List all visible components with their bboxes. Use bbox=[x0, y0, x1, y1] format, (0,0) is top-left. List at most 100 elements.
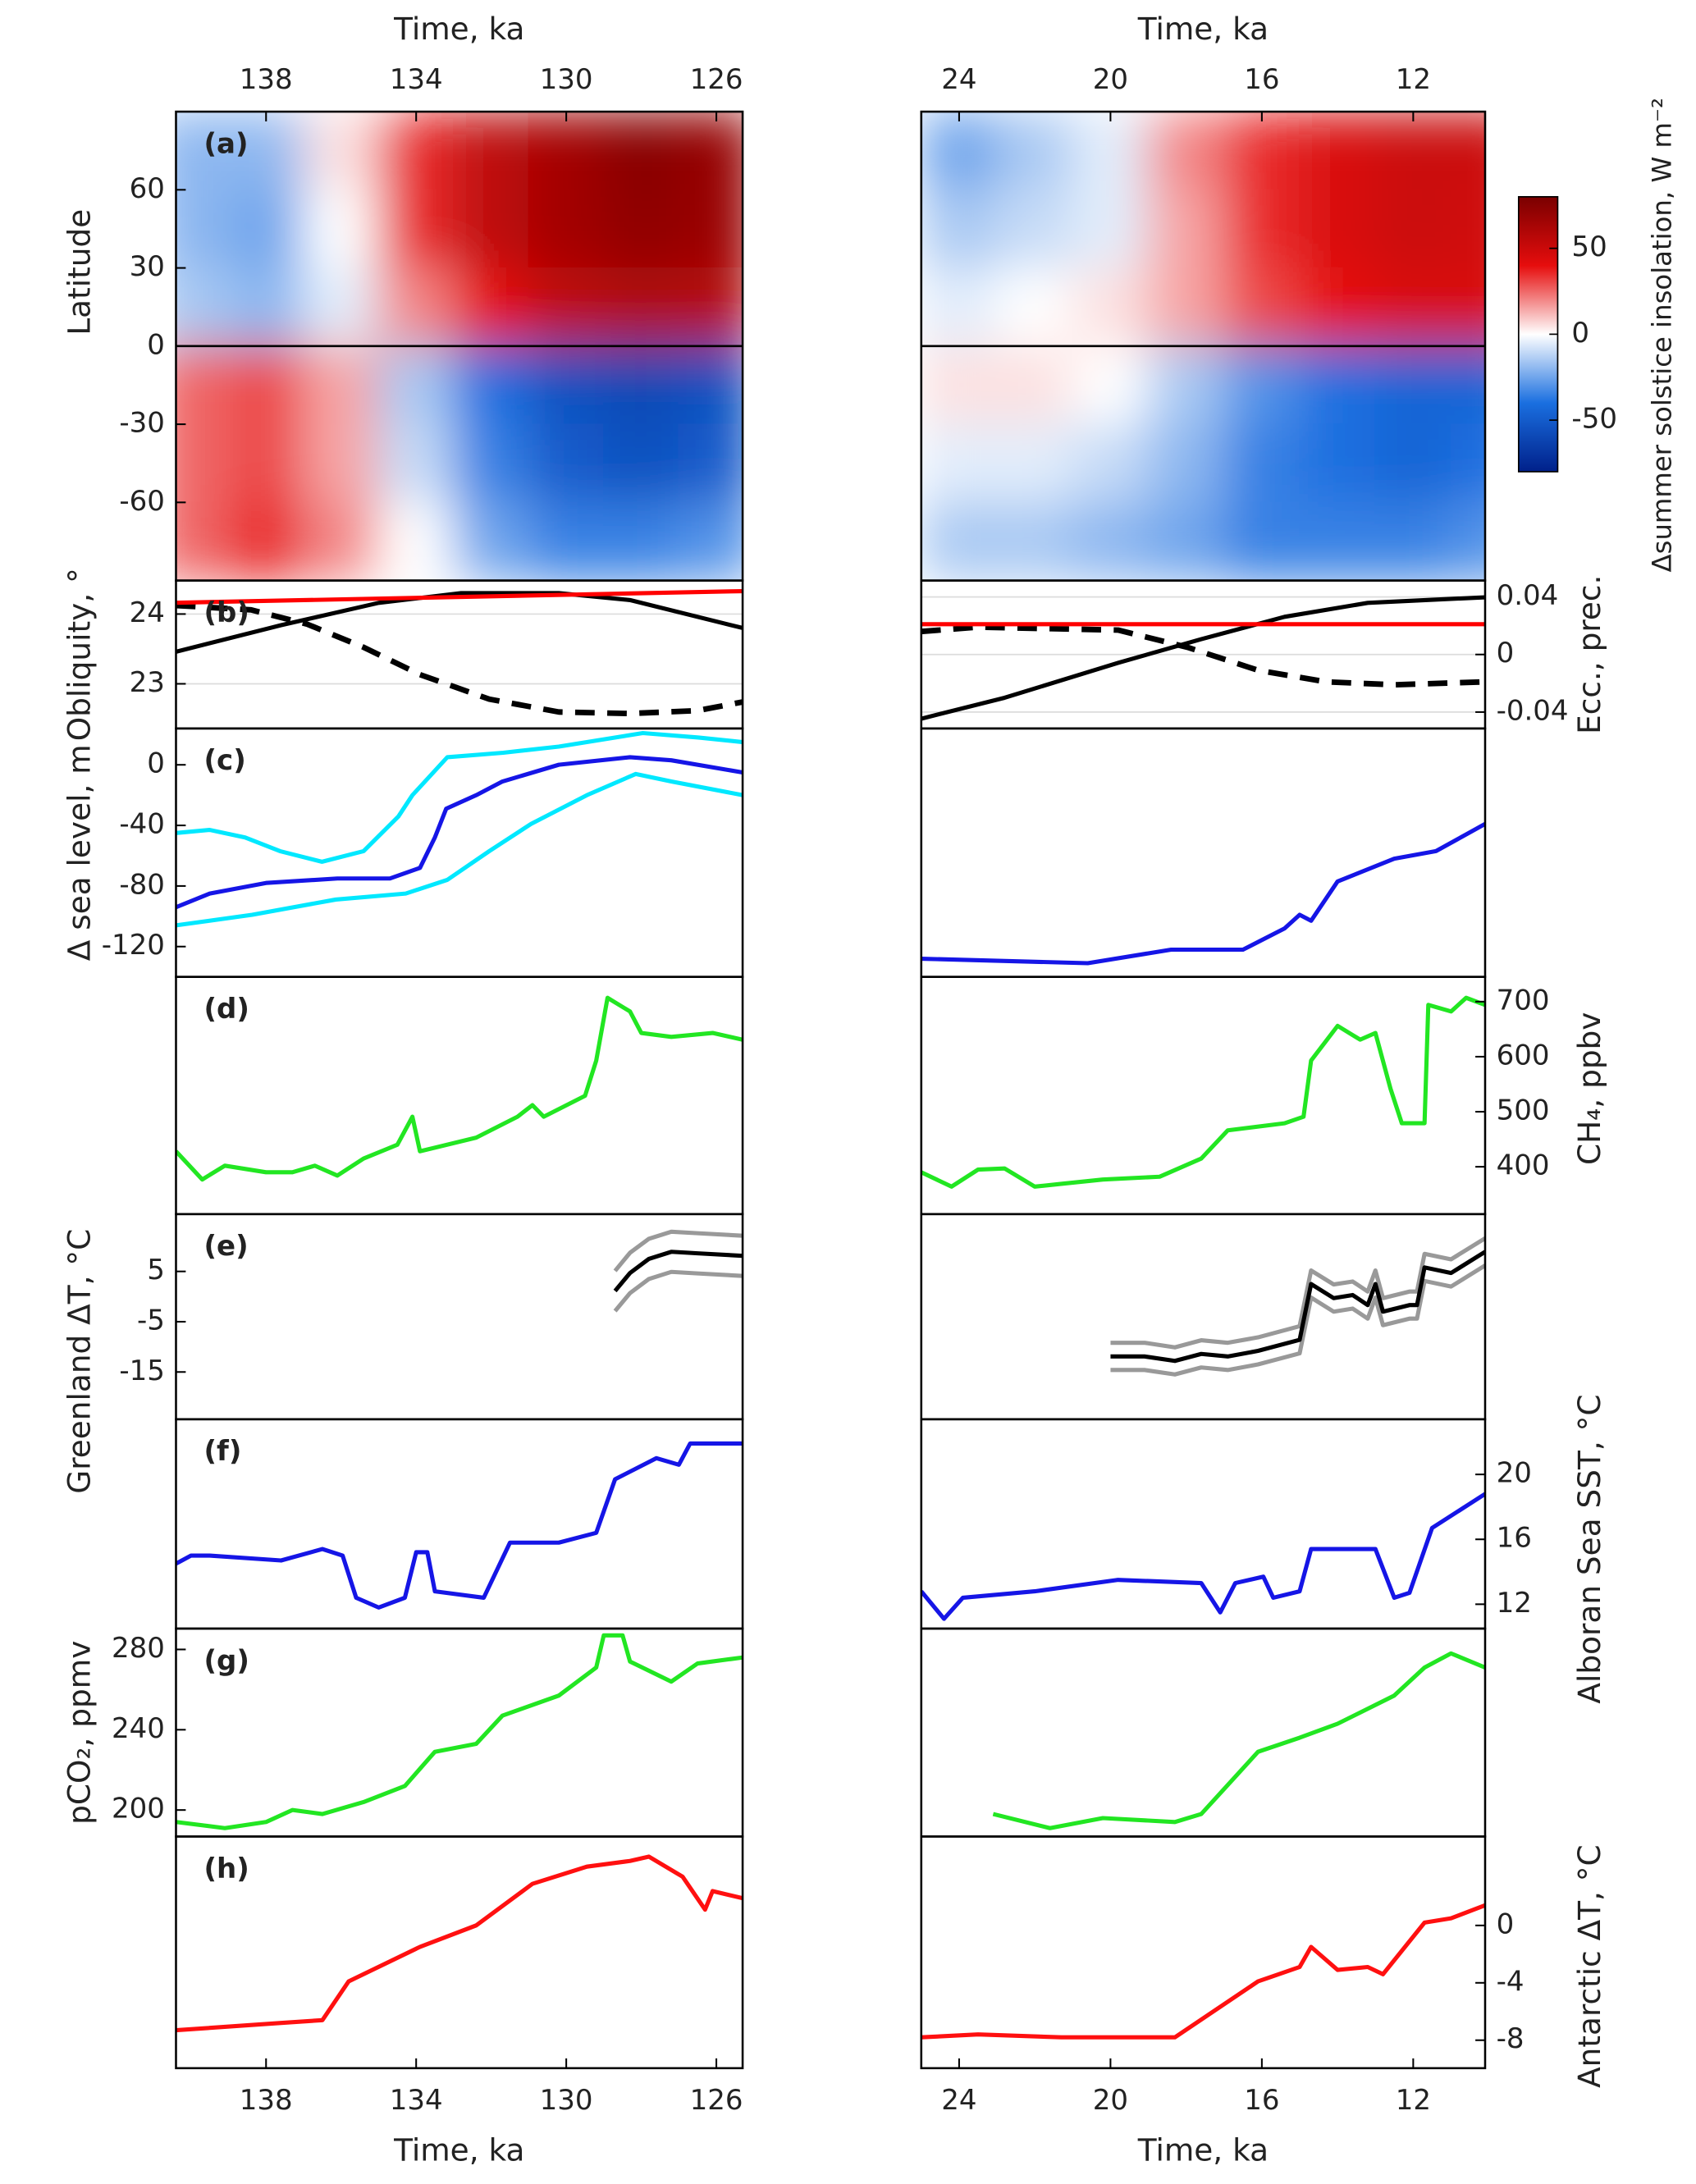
x-tick-label: 134 bbox=[390, 2084, 443, 2117]
heat-cell bbox=[176, 423, 230, 504]
lines bbox=[176, 1854, 743, 2033]
lines bbox=[921, 1492, 1485, 1621]
series-line bbox=[921, 1492, 1485, 1621]
heat-cell bbox=[1299, 267, 1377, 347]
x-tick-label: 130 bbox=[540, 63, 593, 96]
lines bbox=[176, 995, 743, 1182]
heat-cell bbox=[921, 345, 998, 425]
panel-frame bbox=[920, 1213, 1487, 1421]
heat-cell bbox=[1223, 501, 1301, 581]
heatmap bbox=[176, 112, 743, 581]
heat-cell bbox=[1223, 267, 1301, 347]
x-tick-label: 126 bbox=[690, 63, 743, 96]
heat-cell bbox=[453, 267, 530, 347]
heat-cell bbox=[678, 345, 743, 425]
heat-cell bbox=[1299, 112, 1377, 191]
y-axis-label: Antarctic ΔT, °C bbox=[1571, 1844, 1607, 2088]
heat-cell bbox=[176, 501, 230, 581]
panel-frame bbox=[175, 1835, 744, 2070]
y-tick-label: 5 bbox=[147, 1254, 165, 1286]
heat-cell bbox=[996, 501, 1074, 581]
panel-frame bbox=[920, 1835, 1487, 2070]
series-line bbox=[1110, 1236, 1485, 1350]
heat-cell bbox=[1147, 112, 1225, 191]
y-axis-label: Δ sea level, m bbox=[61, 744, 97, 961]
series-line bbox=[176, 1441, 743, 1610]
heat-cell bbox=[921, 501, 998, 581]
heat-cell bbox=[227, 112, 304, 191]
heat-cell bbox=[303, 501, 380, 581]
series-line bbox=[613, 1250, 743, 1293]
y-axis-label: Obliquity, ° bbox=[61, 568, 97, 741]
colorbar-tick-label: 0 bbox=[1571, 317, 1589, 350]
heat-cell bbox=[603, 189, 680, 269]
x-tick-label: 126 bbox=[690, 2084, 743, 2117]
y-tick-label: -120 bbox=[102, 929, 165, 962]
y-tick-label: 400 bbox=[1497, 1149, 1550, 1182]
lines bbox=[613, 1229, 743, 1313]
heat-cell bbox=[176, 345, 230, 425]
heatmap-cells bbox=[921, 112, 1485, 581]
series-line bbox=[921, 624, 1485, 688]
heat-cell bbox=[1223, 189, 1301, 269]
colorbar-tick-label: -50 bbox=[1571, 403, 1617, 436]
heat-cell bbox=[1299, 345, 1377, 425]
panel-label: (d) bbox=[204, 993, 249, 1026]
heat-cell bbox=[227, 501, 304, 581]
x-tick-label: 20 bbox=[1093, 63, 1128, 96]
panel-frame bbox=[175, 1418, 744, 1630]
y-tick-label: -15 bbox=[119, 1355, 165, 1387]
heat-cell bbox=[377, 189, 455, 269]
panel-label: (e) bbox=[204, 1230, 249, 1263]
heat-cell bbox=[1223, 112, 1301, 191]
y-tick-label: 24 bbox=[130, 596, 165, 629]
heat-cell bbox=[1072, 423, 1150, 504]
series-line bbox=[176, 995, 743, 1182]
x-tick-label: 130 bbox=[540, 2084, 593, 2117]
lines bbox=[921, 995, 1485, 1189]
heat-cell bbox=[1374, 112, 1452, 191]
y-tick-label: 700 bbox=[1497, 984, 1550, 1017]
x-tick-label: 20 bbox=[1093, 2084, 1128, 2117]
y-tick-label: 60 bbox=[130, 172, 165, 205]
x-tick-label: 24 bbox=[941, 2084, 976, 2117]
y-tick-label: -0.04 bbox=[1497, 694, 1569, 727]
heat-cell bbox=[996, 267, 1074, 347]
x-axis-label: Time, ka bbox=[1137, 2131, 1269, 2168]
lines bbox=[921, 595, 1485, 721]
series-line bbox=[1110, 1250, 1485, 1364]
lines bbox=[176, 588, 743, 717]
y-tick-label: 600 bbox=[1497, 1039, 1550, 1071]
heat-cell bbox=[1072, 267, 1150, 347]
y-tick-label: 30 bbox=[130, 250, 165, 283]
heat-cell bbox=[528, 501, 605, 581]
lines bbox=[921, 1903, 1485, 2040]
heat-cell bbox=[528, 112, 605, 191]
series-line bbox=[921, 995, 1485, 1189]
series-line bbox=[921, 595, 1485, 721]
heatmap-cells bbox=[176, 112, 743, 581]
lines bbox=[176, 730, 743, 928]
heat-cell bbox=[528, 345, 605, 425]
panel-frame bbox=[175, 1213, 744, 1421]
x-tick-label: 12 bbox=[1396, 63, 1431, 96]
heat-cell bbox=[303, 345, 380, 425]
series-line bbox=[921, 822, 1485, 966]
heat-cell bbox=[227, 267, 304, 347]
y-axis-label: Ecc., prec. bbox=[1571, 575, 1607, 734]
lines bbox=[176, 1633, 743, 1830]
heat-cell bbox=[1374, 345, 1452, 425]
y-tick-label: 200 bbox=[112, 1793, 165, 1825]
panel-label: (g) bbox=[204, 1644, 249, 1677]
heat-cell bbox=[603, 345, 680, 425]
heat-cell bbox=[921, 112, 998, 191]
heat-cell bbox=[1374, 189, 1452, 269]
series-line bbox=[613, 1229, 743, 1272]
y-tick-label: 500 bbox=[1497, 1094, 1550, 1127]
heat-cell bbox=[996, 189, 1074, 269]
heatmap bbox=[921, 112, 1485, 581]
heat-cell bbox=[1450, 345, 1485, 425]
heat-cell bbox=[453, 423, 530, 504]
x-tick-label: 16 bbox=[1244, 2084, 1279, 2117]
heat-cell bbox=[528, 423, 605, 504]
